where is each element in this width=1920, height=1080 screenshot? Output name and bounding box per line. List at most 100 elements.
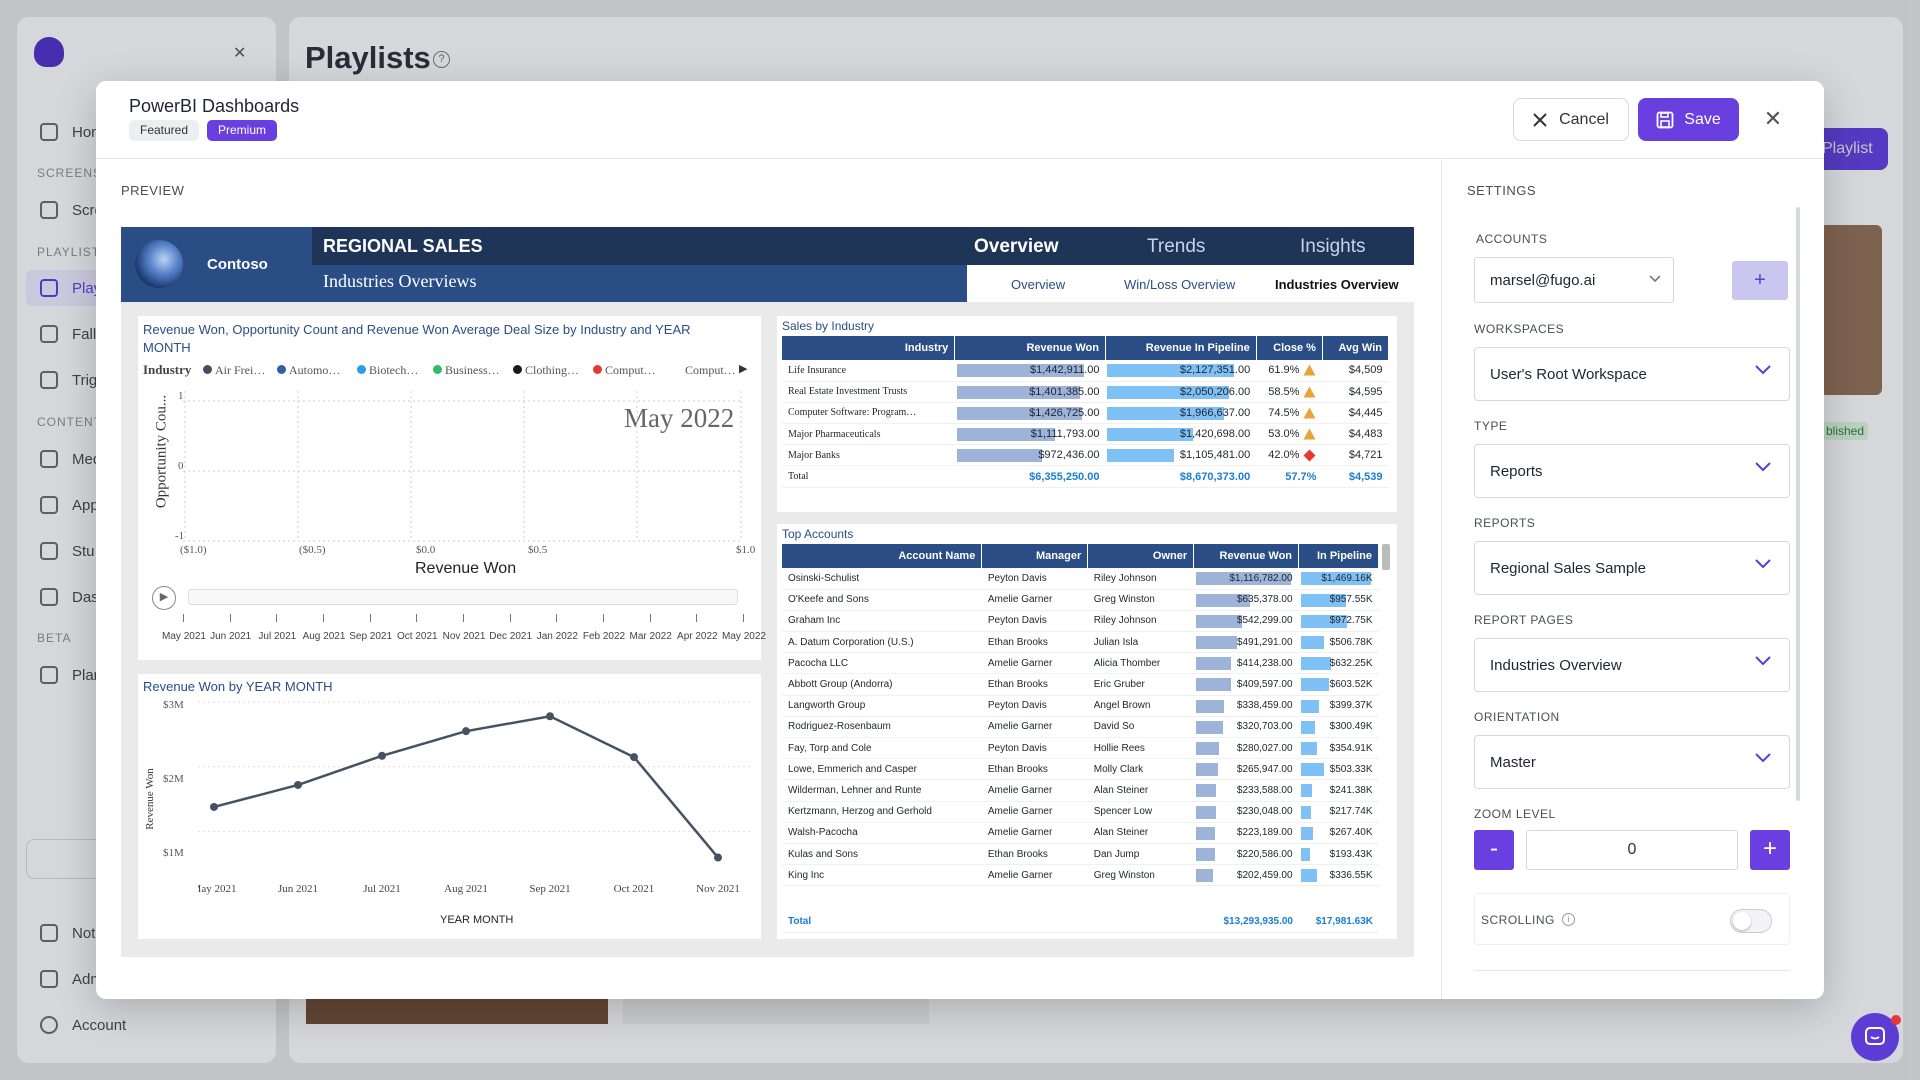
unpin-icon[interactable]: ✕ bbox=[233, 45, 247, 62]
table-row[interactable]: Kulas and Sons Ethan Brooks Dan Jump $220,5… bbox=[782, 843, 1379, 866]
report-select[interactable]: Regional Sales Sample bbox=[1474, 541, 1790, 595]
column-header[interactable]: Revenue Won bbox=[1193, 544, 1300, 568]
type-select[interactable]: Reports bbox=[1474, 444, 1790, 498]
legend-next-icon[interactable]: ▶ bbox=[739, 363, 748, 375]
table-row[interactable]: Real Estate Investment Trusts $1,401,385.… bbox=[782, 381, 1389, 403]
add-account-button[interactable]: + bbox=[1732, 261, 1788, 300]
subtab-overview[interactable]: Overview bbox=[1011, 277, 1066, 292]
modal-header: PowerBI Dashboards Featured Premium Canc… bbox=[96, 81, 1824, 159]
warning-triangle-icon bbox=[1303, 428, 1316, 440]
table-row[interactable]: Graham Inc Peyton Davis Riley Johnson $542,… bbox=[782, 610, 1379, 633]
pipeline-cell: $2,050,206.00 bbox=[1105, 381, 1257, 403]
table-row[interactable]: O'Keefe and Sons Amelie Garner Greg Winsto… bbox=[782, 589, 1379, 611]
column-header[interactable]: Owner bbox=[1087, 544, 1195, 568]
report-tab-overview[interactable]: Overview bbox=[974, 236, 1059, 257]
table-row[interactable]: Major Pharmaceuticals $1,111,793.00 $1,420… bbox=[782, 423, 1389, 446]
report-tab-trends[interactable]: Trends bbox=[1147, 236, 1206, 257]
owner-cell: Spencer Low bbox=[1087, 801, 1194, 823]
nav-section-screens: SCREENS bbox=[37, 166, 103, 180]
table-row[interactable]: Rodriguez-Rosenbaum Amelie Garner David So… bbox=[782, 716, 1379, 739]
data-point[interactable] bbox=[294, 780, 302, 789]
column-header[interactable]: In Pipeline bbox=[1298, 544, 1379, 568]
data-point[interactable] bbox=[378, 751, 386, 760]
legend-item[interactable]: Comput… bbox=[673, 363, 736, 378]
help-icon[interactable]: ? bbox=[433, 51, 450, 68]
table-row[interactable]: Life Insurance $1,442,911.00 $2,127,351.00… bbox=[782, 360, 1389, 382]
modal-dialog: PowerBI Dashboards Featured Premium Canc… bbox=[96, 81, 1824, 999]
zoom-decrease-button[interactable]: - bbox=[1474, 830, 1514, 870]
settings-scrollbar[interactable] bbox=[1796, 207, 1800, 801]
zoom-input[interactable]: 0 bbox=[1526, 830, 1738, 870]
scrolling-toggle[interactable] bbox=[1730, 909, 1772, 933]
column-header[interactable]: Revenue In Pipeline bbox=[1105, 336, 1257, 360]
timeline-slider[interactable] bbox=[188, 589, 738, 605]
table-row[interactable]: Pacocha LLC Amelie Garner Alicia Thomber $4… bbox=[782, 652, 1379, 675]
close-pct-cell: 61.9% bbox=[1256, 360, 1323, 382]
nav-studio[interactable]: Stu bbox=[40, 542, 95, 560]
nav-apps[interactable]: App bbox=[40, 496, 99, 514]
x-tick-label: Nov 2021 bbox=[696, 883, 740, 895]
table-row[interactable]: Kertzmann, Herzog and Gerhold Amelie Garn… bbox=[782, 801, 1379, 823]
table-row[interactable]: Langworth Group Peyton Davis Angel Brown $3… bbox=[782, 695, 1379, 717]
table-row[interactable]: Wilderman, Lehner and Runte Amelie Garner… bbox=[782, 779, 1379, 802]
pipeline-bar bbox=[1107, 406, 1225, 420]
accounts-scroll[interactable]: Account Name Manager Owner Revenue Won In Pi… bbox=[782, 544, 1379, 909]
data-point[interactable] bbox=[462, 727, 470, 736]
save-button[interactable]: Save bbox=[1638, 98, 1739, 141]
nav-account[interactable]: Account bbox=[40, 1016, 126, 1034]
nav-triggers[interactable]: Trig bbox=[40, 371, 97, 389]
data-point[interactable] bbox=[210, 802, 218, 811]
play-button[interactable]: ▶ bbox=[152, 586, 176, 610]
workspace-select[interactable]: User's Root Workspace bbox=[1474, 347, 1790, 401]
legend-label: Biotech… bbox=[369, 363, 419, 377]
legend-item[interactable]: Clothing… bbox=[513, 363, 579, 378]
column-header[interactable]: Industry bbox=[782, 336, 956, 360]
column-header[interactable]: Account Name bbox=[782, 544, 983, 568]
nav-planner[interactable]: Plan bbox=[40, 666, 102, 684]
pipeline-bar bbox=[1107, 364, 1235, 377]
table-row[interactable]: A. Datum Corporation (U.S.) Ethan Brooks J… bbox=[782, 631, 1379, 654]
nav-screens[interactable]: Scre bbox=[40, 201, 103, 219]
nav-fallback[interactable]: Fall bbox=[40, 325, 96, 343]
table-row[interactable]: Major Banks $972,436.00 $1,105,481.00 42.0%… bbox=[782, 444, 1389, 467]
accounts-scrollbar[interactable] bbox=[1382, 544, 1390, 570]
data-point[interactable] bbox=[714, 853, 722, 862]
legend-item[interactable]: Biotech… bbox=[357, 363, 418, 378]
cancel-button[interactable]: Cancel bbox=[1513, 98, 1629, 141]
nav-notifications[interactable]: Noti bbox=[40, 924, 99, 942]
column-header[interactable]: Avg Win bbox=[1322, 336, 1390, 360]
zoom-increase-button[interactable]: + bbox=[1750, 830, 1790, 870]
column-header[interactable]: Close % bbox=[1256, 336, 1323, 360]
report-tab-insights[interactable]: Insights bbox=[1300, 236, 1366, 257]
legend-item[interactable]: Business… bbox=[433, 363, 500, 378]
data-point[interactable] bbox=[546, 712, 554, 721]
nav-home[interactable]: Hom bbox=[40, 123, 104, 141]
column-header[interactable]: Manager bbox=[981, 544, 1089, 568]
account-select[interactable]: marsel@fugo.ai bbox=[1474, 257, 1674, 303]
nav-admin[interactable]: Adm bbox=[40, 970, 103, 988]
table-row[interactable]: Computer Software: Program… $1,426,725.00… bbox=[782, 402, 1389, 425]
column-header[interactable]: Revenue Won bbox=[954, 336, 1106, 360]
modal-close-icon[interactable]: ✕ bbox=[1763, 106, 1783, 131]
table-row[interactable]: Walsh-Pacocha Amelie Garner Alan Steiner $2… bbox=[782, 822, 1379, 844]
table-row[interactable]: Fay, Torp and Cole Peyton Davis Hollie Ree… bbox=[782, 737, 1379, 760]
subtab-industries[interactable]: Industries Overview bbox=[1275, 277, 1399, 292]
table-row[interactable]: Lowe, Emmerich and Casper Ethan Brooks Mol… bbox=[782, 758, 1379, 781]
line-chart-panel: Revenue Won by YEAR MONTH Revenue Won $3… bbox=[138, 674, 761, 939]
report-page-select[interactable]: Industries Overview bbox=[1474, 638, 1790, 692]
total-cell: $17,981.63K bbox=[1299, 911, 1379, 933]
data-point[interactable] bbox=[630, 753, 638, 762]
info-icon[interactable]: i bbox=[1562, 913, 1575, 926]
table-row[interactable]: Osinski-Schulist Peyton Davis Riley Johnso… bbox=[782, 568, 1379, 590]
orientation-select[interactable]: Master bbox=[1474, 735, 1790, 789]
subtab-winloss[interactable]: Win/Loss Overview bbox=[1124, 277, 1236, 292]
table-row[interactable]: Abbott Group (Andorra) Ethan Brooks Eric G… bbox=[782, 673, 1379, 696]
nav-dashboards[interactable]: Das bbox=[40, 588, 99, 606]
timeline-tick bbox=[696, 614, 698, 622]
nav-playlists[interactable]: Play bbox=[40, 279, 101, 297]
nav-media[interactable]: Med bbox=[40, 450, 101, 468]
legend-item[interactable]: Comput… bbox=[593, 363, 656, 378]
legend-item[interactable]: Automo… bbox=[277, 363, 340, 378]
table-row[interactable]: King Inc Amelie Garner Greg Winston $202,45… bbox=[782, 864, 1379, 887]
legend-item[interactable]: Air Frei… bbox=[203, 363, 265, 378]
